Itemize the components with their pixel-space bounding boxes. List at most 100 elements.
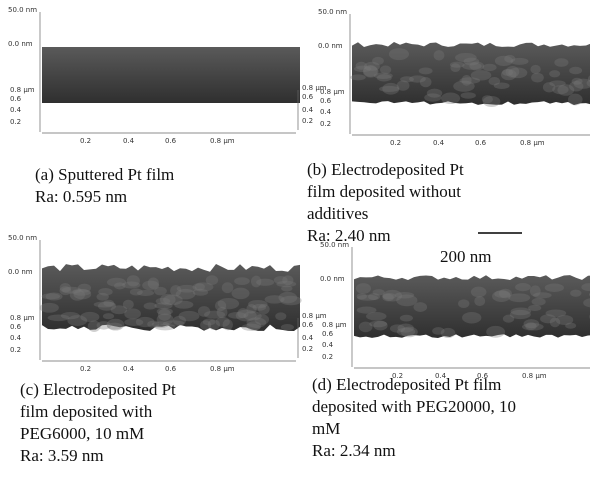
grain bbox=[382, 292, 396, 300]
grain bbox=[170, 285, 182, 297]
grain bbox=[47, 314, 70, 322]
scale-bar-label: 200 nm bbox=[440, 247, 491, 266]
grain bbox=[110, 305, 128, 315]
grain bbox=[356, 306, 377, 314]
grain bbox=[202, 318, 216, 326]
left-tick-label: 0.6 bbox=[10, 95, 22, 103]
left-tick-label: 0.4 bbox=[10, 106, 22, 114]
grain bbox=[67, 315, 88, 326]
grain bbox=[72, 289, 91, 296]
grain bbox=[488, 77, 501, 86]
grain bbox=[508, 67, 528, 79]
grain bbox=[394, 292, 415, 299]
grain bbox=[241, 323, 261, 331]
grain bbox=[73, 289, 92, 300]
grain bbox=[156, 307, 173, 316]
grain bbox=[586, 79, 590, 87]
bottom-tick-label: 0.2 bbox=[390, 139, 401, 147]
right-tick-label: 0.4 bbox=[302, 334, 314, 342]
grain bbox=[154, 323, 176, 331]
grain bbox=[354, 65, 372, 73]
grain bbox=[554, 58, 569, 67]
left-tick-label: 0.6 bbox=[10, 323, 22, 331]
grain bbox=[569, 66, 583, 75]
right-tick-label: 0.6 bbox=[302, 93, 314, 101]
grain bbox=[555, 314, 574, 325]
grain bbox=[278, 291, 298, 304]
grain bbox=[363, 64, 378, 77]
surface bbox=[42, 263, 300, 331]
grain bbox=[500, 69, 517, 81]
grain bbox=[264, 295, 285, 304]
grain bbox=[389, 324, 406, 333]
grain bbox=[459, 77, 481, 84]
grain bbox=[60, 311, 80, 320]
grain bbox=[237, 308, 249, 319]
grain bbox=[231, 287, 250, 300]
grain bbox=[215, 300, 227, 312]
grain bbox=[396, 327, 416, 337]
grain bbox=[462, 62, 482, 70]
left-tick-label: 0.8 µm bbox=[10, 86, 35, 94]
grain bbox=[280, 295, 302, 306]
grain bbox=[510, 307, 532, 316]
grain bbox=[136, 289, 155, 297]
bottom-tick-label: 0.8 µm bbox=[210, 137, 235, 145]
grain bbox=[494, 290, 511, 298]
caption-line: PEG6000, 10 mM bbox=[20, 424, 144, 443]
grain bbox=[159, 293, 176, 306]
afm-panel: 50.0 nm0.0 nm0.8 µm0.60.40.20.2 0.4 0.6 0.8… bbox=[8, 6, 327, 145]
bottom-tick-label: 0.2 bbox=[80, 137, 91, 145]
grain bbox=[45, 292, 63, 301]
bottom-tick-label: 0.4 bbox=[435, 372, 447, 380]
grain bbox=[493, 82, 510, 90]
grain bbox=[350, 74, 366, 81]
grain bbox=[432, 327, 445, 335]
grain bbox=[151, 321, 170, 328]
grain bbox=[122, 281, 141, 289]
grain bbox=[581, 283, 590, 292]
grain bbox=[455, 52, 477, 63]
grain bbox=[549, 317, 561, 328]
grain bbox=[426, 88, 443, 98]
grain bbox=[106, 322, 123, 330]
grain bbox=[373, 320, 388, 331]
grain bbox=[207, 319, 220, 330]
grain bbox=[254, 314, 270, 325]
grain bbox=[571, 77, 583, 85]
afm-panel: 50.0 nm0.0 nm0.8 µm0.60.40.20.2 0.4 0.6 0.8… bbox=[320, 241, 590, 380]
grain bbox=[156, 313, 174, 326]
z-label: 0.0 nm bbox=[8, 40, 33, 48]
grain bbox=[355, 283, 372, 294]
caption-line: mM bbox=[312, 419, 340, 438]
left-tick-label: 0.6 bbox=[322, 330, 334, 338]
left-tick-label: 0.2 bbox=[10, 346, 21, 354]
grain bbox=[544, 283, 564, 292]
grain bbox=[222, 319, 233, 331]
grain bbox=[481, 95, 493, 104]
afm-panel: 50.0 nm0.0 nm0.8 µm0.60.40.20.2 0.4 0.6 0.8… bbox=[8, 234, 327, 373]
grain bbox=[204, 310, 226, 319]
grain bbox=[540, 314, 557, 324]
grain bbox=[530, 64, 541, 74]
grain bbox=[216, 306, 228, 318]
grain bbox=[549, 80, 566, 87]
z-label: 0.0 nm bbox=[318, 42, 343, 50]
grain bbox=[154, 286, 167, 296]
grain bbox=[461, 75, 472, 86]
grain bbox=[482, 96, 501, 108]
afm-panel: 50.0 nm0.0 nm0.8 µm0.60.40.20.2 0.4 0.6 0.8… bbox=[318, 8, 590, 147]
grain bbox=[87, 320, 101, 332]
grain bbox=[549, 70, 561, 78]
grain bbox=[257, 303, 270, 315]
grain bbox=[96, 321, 111, 330]
grain bbox=[399, 314, 413, 322]
left-tick-label: 0.6 bbox=[320, 97, 332, 105]
grain bbox=[504, 54, 516, 63]
grain bbox=[192, 282, 214, 292]
caption-line: additives bbox=[307, 204, 368, 223]
grain bbox=[39, 302, 59, 313]
grain bbox=[529, 285, 541, 297]
grain bbox=[41, 293, 61, 300]
